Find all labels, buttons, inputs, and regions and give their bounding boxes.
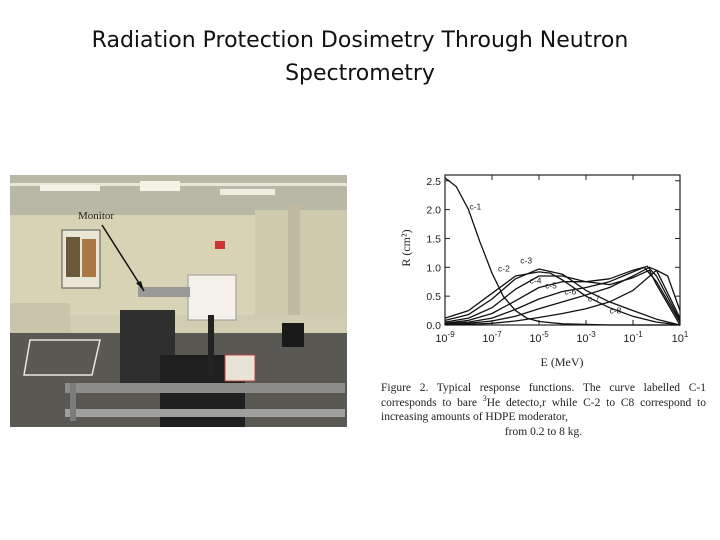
x-tick-label: 10-3 — [576, 330, 596, 345]
y-tick-label: 2.5 — [426, 176, 441, 188]
series-line-c-8 — [444, 269, 681, 326]
x-tick-label: 10-1 — [623, 330, 643, 345]
slide-title-line-1: Radiation Protection Dosimetry Through N… — [91, 28, 629, 53]
series-label-c-7: c-7 — [588, 293, 600, 303]
x-tick-label: 10-5 — [529, 330, 549, 345]
x-tick-label: 101 — [672, 330, 689, 345]
x-tick-label: 10-9 — [435, 330, 455, 345]
series-line-c-4 — [444, 269, 681, 326]
y-tick-label: 0.0 — [426, 320, 441, 332]
monitor-label: Monitor — [78, 210, 114, 222]
series-labels: c-1 c-2 c-3 c-4c-5 c-6 c-7 c-8 — [469, 202, 621, 316]
caption-prefix: Figure 2. Typical response functions. Th… — [381, 382, 706, 409]
y-tick-label: 1.5 — [426, 233, 441, 245]
series-line-c-1 — [444, 177, 680, 326]
caption-superscript: 3 — [482, 393, 487, 403]
series-label-c-6: c-6 — [564, 286, 576, 296]
caption-body: Figure 2. Typical response functions. Th… — [381, 381, 706, 425]
figure-caption: Figure 2. Typical response functions. Th… — [381, 381, 706, 439]
series-lines — [444, 177, 681, 326]
y-tick-label: 1.0 — [426, 262, 441, 274]
x-axis-label: E (MeV) — [541, 355, 584, 369]
lab-photo-graphic: Monitor — [10, 175, 347, 427]
series-label-c-2: c-2 — [498, 263, 510, 273]
series-label-c-5: c-5 — [545, 281, 557, 291]
lab-photo: Monitor — [10, 175, 347, 427]
slide-title: Radiation Protection Dosimetry Through N… — [60, 24, 660, 90]
series-label-c-3: c-3 — [520, 255, 532, 265]
series-label-c-1: c-1 — [469, 202, 481, 212]
caption-middle: He detecto,r while C-2 to C8 correspond … — [381, 396, 706, 424]
slide-title-line-2: Spectrometry — [285, 61, 435, 86]
series-label-c-4: c-4 — [530, 275, 542, 285]
series-label-c-8: c-8 — [610, 305, 622, 315]
y-tick-label: 2.0 — [426, 205, 441, 217]
y-axis-label: R (cm²) — [399, 229, 413, 266]
response-function-chart: 0.0 0.5 1.0 1.5 2.0 2.5 10-9 10-7 10-5 10-3 10-1 1… — [399, 174, 689, 369]
plot-frame — [444, 174, 681, 326]
y-tick-label: 0.5 — [426, 291, 441, 303]
caption-last-line: from 0.2 to 8 kg. — [504, 425, 583, 438]
series-line-c-7 — [444, 266, 681, 326]
series-line-c-3 — [444, 268, 681, 326]
x-tick-label: 10-7 — [482, 330, 502, 345]
y-axis-ticks: 0.0 0.5 1.0 1.5 2.0 2.5 — [426, 176, 680, 332]
